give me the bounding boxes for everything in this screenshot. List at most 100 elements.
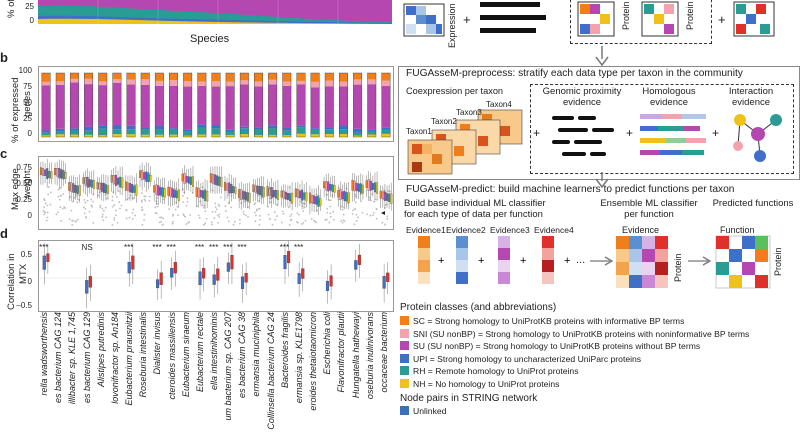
box [299,190,301,199]
box [88,179,91,187]
box [286,193,289,200]
bar-segment [282,73,292,82]
bar-outline [169,72,178,138]
outlier-point [148,195,151,198]
expression-label: Expression [447,3,457,48]
box [289,193,292,202]
outlier-point [300,223,303,225]
legend-label: SU (SU nonBP) = Strong homology to UniPr… [413,341,701,352]
outlier-point [342,206,345,209]
function-label: Function [720,225,755,235]
bar-outline [310,72,320,138]
outlier-point [215,208,218,211]
outlier-point [58,187,61,189]
box [386,272,390,282]
ellipsis: ... [576,254,586,266]
panel-d-boxplots [39,239,393,308]
bar-segment [183,129,192,132]
bar-segment [155,73,164,81]
outlier-point [332,210,335,213]
box [371,183,374,190]
bar-segment [41,130,51,133]
box [272,189,275,198]
box [291,192,294,204]
box [359,183,362,194]
bar-outline [140,72,150,138]
bar-segment [169,80,178,86]
bar-segment [268,125,277,129]
box [175,190,178,199]
panel-d-letter: d [0,226,8,241]
outlier-point [214,206,217,209]
outlier-point [90,204,93,207]
bar-segment [197,134,207,137]
outlier-point [143,195,146,198]
box [161,187,164,197]
bar-segment [310,87,320,129]
outlier-point [73,196,76,199]
box [163,188,166,198]
outlier-point [99,191,101,194]
box [325,180,328,191]
bar-segment [310,81,320,88]
bar-segment [55,84,65,129]
node-legend-item: Unlinked [400,406,446,416]
outlier-point [269,201,272,203]
species-label: es bacterium CAG 38 [237,312,248,399]
outlier-point [90,198,92,201]
bar-segment [353,132,362,136]
outlier-point [160,216,163,219]
box [240,189,243,200]
outlier-point [172,221,174,223]
box [357,254,361,265]
box [216,268,220,281]
box [181,173,184,182]
bar-segment [240,128,249,135]
outlier-point [126,198,129,201]
outlier-point [214,202,217,205]
bar-segment [367,131,377,135]
bar-segment [140,127,150,130]
outlier-point [131,218,134,220]
outlier-point [329,212,332,215]
homology-matrix-top [577,1,615,37]
panel-c-tick: 0.50 [16,179,32,188]
bar-segment [367,129,377,132]
bar-segment [325,80,334,87]
outlier-point [297,221,299,224]
bar-segment [55,81,65,85]
bar-segment [254,127,263,130]
node-legend-title: Node pairs in STRING network [400,393,538,404]
outlier-point [171,222,174,225]
species-label: oseburia inulinivorans [364,312,375,400]
box [305,192,308,202]
homologous-title-2: evidence [649,97,689,108]
bar-segment [197,86,207,125]
outlier-point [352,209,354,212]
species-label: es bacterium CAG 129 [81,312,92,404]
box [153,185,156,193]
outlier-point [132,197,135,200]
outlier-point [253,211,256,214]
box [252,184,255,192]
box [244,273,248,283]
bar-segment [211,73,221,81]
bar-outline [69,72,79,138]
outlier-point [245,214,247,217]
outlier-point [310,217,313,220]
bar-segment [325,73,334,81]
coexpression-title: Coexpression per taxon [406,86,504,96]
outlier-point [85,216,87,219]
bar-segment [126,125,136,130]
outlier-point [258,207,260,210]
box [46,168,49,179]
box [220,177,223,187]
box [297,273,301,284]
outlier-point [203,206,205,209]
outlier-point [220,196,222,199]
outlier-point [211,210,214,213]
bar-segment [169,128,178,130]
bar-segment [55,128,65,132]
bar-segment [268,134,277,137]
box [383,191,386,201]
